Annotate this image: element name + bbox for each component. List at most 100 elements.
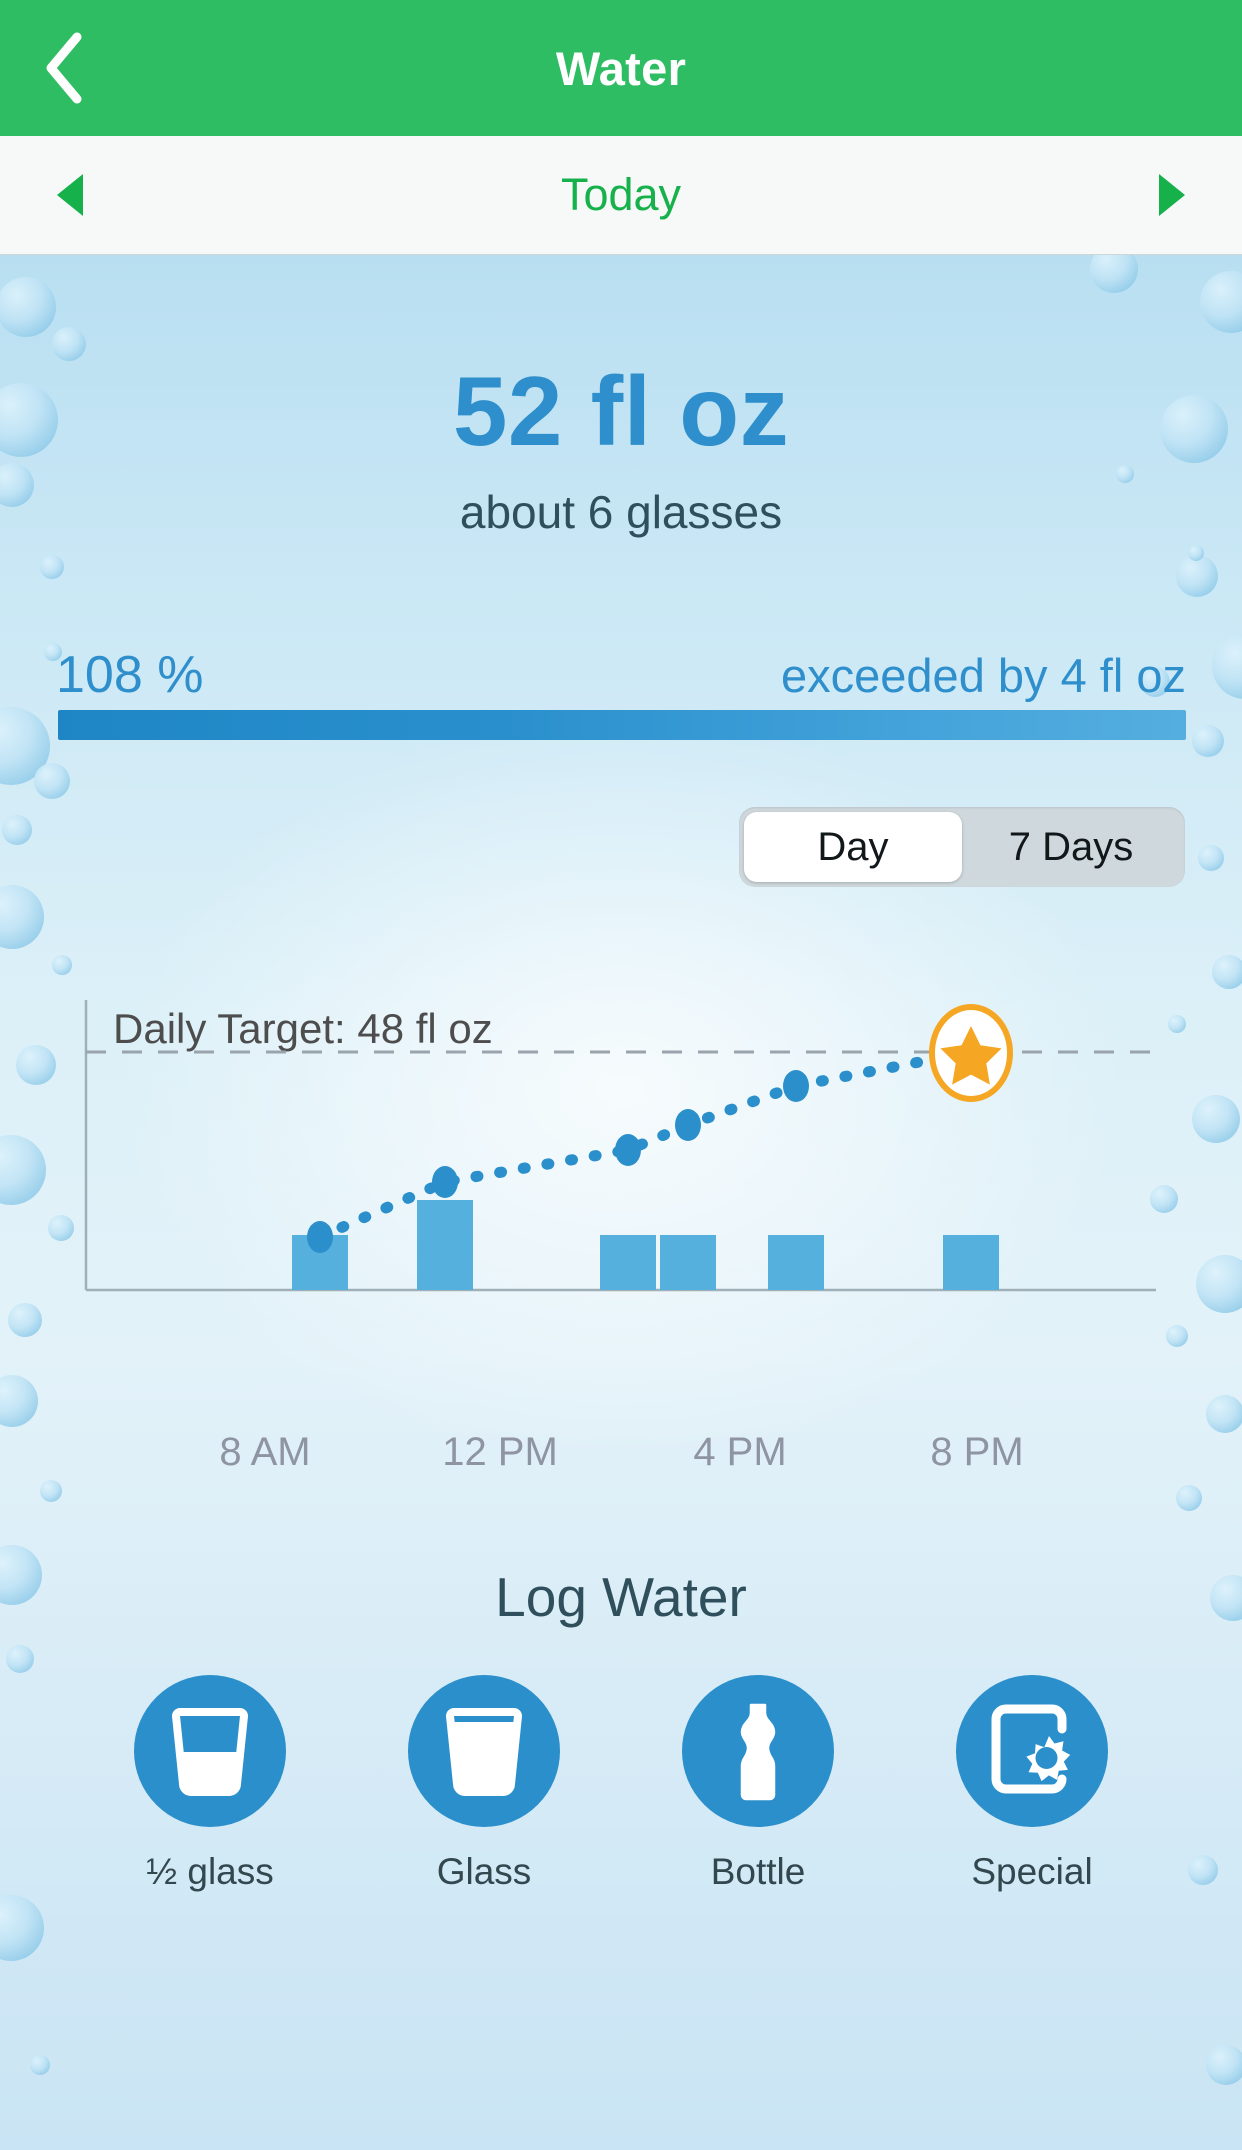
total-amount: 52 fl oz: [452, 356, 790, 466]
log-glass-circle[interactable]: [408, 1675, 560, 1827]
chart-svg: [84, 1000, 1156, 1292]
log-half-glass-button[interactable]: ½ glass: [130, 1675, 290, 1893]
data-point: [615, 1134, 641, 1166]
log-special-button[interactable]: Special: [952, 1675, 1112, 1893]
half-glass-icon: [171, 1708, 249, 1796]
tab-day[interactable]: Day: [744, 812, 962, 882]
data-point: [307, 1221, 333, 1253]
bubble-decoration: [1090, 255, 1138, 293]
bubble-decoration: [48, 1215, 74, 1241]
log-water-buttons: ½ glass: [130, 1675, 1112, 1893]
bubble-decoration: [6, 1645, 34, 1673]
bottle-icon: [737, 1700, 779, 1803]
glasses-equivalent: about 6 glasses: [459, 486, 783, 538]
current-date-label[interactable]: Today: [560, 169, 682, 220]
special-gear-icon: [991, 1704, 1071, 1794]
log-half-glass-circle[interactable]: [134, 1675, 286, 1827]
progress-bar-fill: [58, 710, 1186, 740]
bubble-decoration: [8, 1303, 42, 1337]
bubble-decoration: [52, 327, 86, 361]
bubble-decoration: [40, 555, 64, 579]
glass-icon: [445, 1708, 523, 1796]
bubble-decoration: [44, 643, 62, 661]
log-bottle-button[interactable]: Bottle: [678, 1675, 838, 1893]
date-navigation-bar: Today: [0, 136, 1242, 255]
data-point: [783, 1070, 809, 1102]
bubble-decoration: [1116, 465, 1134, 483]
x-tick-label: 8 AM: [219, 1430, 311, 1474]
bubble-decoration: [0, 1895, 44, 1961]
next-day-button[interactable]: [1132, 155, 1212, 235]
bubble-decoration: [1188, 1855, 1218, 1885]
bubble-decoration: [0, 1375, 38, 1427]
bubble-decoration: [1212, 633, 1242, 699]
bubble-decoration: [0, 277, 56, 337]
bar-entry: [660, 1235, 716, 1290]
bubble-decoration: [16, 1045, 56, 1085]
bubble-decoration: [1168, 1015, 1186, 1033]
bar-entry: [768, 1235, 824, 1290]
intake-chart: [0, 990, 1242, 1320]
app-header: Water: [0, 0, 1242, 136]
log-glass-label: Glass: [436, 1851, 532, 1892]
triangle-right-icon: [1159, 174, 1185, 216]
bubble-decoration: [1140, 667, 1170, 697]
bubble-decoration: [2, 815, 32, 845]
bubble-decoration: [0, 383, 58, 457]
page-title: Water: [555, 41, 687, 95]
tab-7-days[interactable]: 7 Days: [1008, 824, 1134, 869]
range-toggle[interactable]: Day 7 Days: [739, 807, 1185, 887]
bubble-decoration: [34, 763, 70, 799]
bubble-decoration: [1166, 1325, 1188, 1347]
x-tick-label: 8 PM: [930, 1430, 1024, 1474]
cumulative-line: [314, 1046, 977, 1243]
bubble-decoration: [40, 1480, 62, 1502]
x-tick-label: 4 PM: [693, 1430, 787, 1474]
progress-summary-row: 108 % exceeded by 4 fl oz: [56, 645, 1186, 705]
bubble-decoration: [1206, 1395, 1242, 1433]
bubble-decoration: [1176, 1485, 1202, 1511]
bubble-decoration: [1160, 395, 1228, 463]
water-background: 52 fl oz about 6 glasses 108 % exceeded …: [0, 255, 1242, 2150]
bubble-decoration: [0, 463, 34, 507]
star-badge-icon: [929, 1004, 1013, 1102]
bubble-decoration: [1192, 725, 1224, 757]
bubble-decoration: [1212, 955, 1242, 989]
log-water-heading: Log Water: [495, 1566, 747, 1628]
bar-entry: [417, 1200, 473, 1290]
triangle-left-icon: [57, 174, 83, 216]
bubble-decoration: [1192, 1095, 1240, 1143]
bubble-decoration: [30, 2055, 50, 2075]
bubble-decoration: [1188, 545, 1204, 561]
log-half-glass-label: ½ glass: [146, 1851, 274, 1892]
bubble-decoration: [1206, 2045, 1242, 2085]
chevron-left-icon: [46, 32, 82, 104]
previous-day-button[interactable]: [30, 155, 110, 235]
bubble-decoration: [1176, 555, 1218, 597]
percent-value: 108 %: [56, 646, 204, 704]
bubble-decoration: [1196, 1255, 1242, 1313]
log-special-label: Special: [971, 1851, 1093, 1892]
bubble-decoration: [1210, 1575, 1242, 1621]
data-point: [432, 1166, 458, 1198]
log-glass-button[interactable]: Glass: [404, 1675, 564, 1893]
bubble-decoration: [1200, 271, 1242, 333]
bar-entry: [943, 1235, 999, 1290]
status-message: exceeded by 4 fl oz: [781, 649, 1186, 702]
x-tick-label: 12 PM: [442, 1430, 558, 1474]
log-special-circle[interactable]: [956, 1675, 1108, 1827]
chart-x-tick-labels: 8 AM 12 PM 4 PM 8 PM: [0, 1430, 1242, 1490]
daily-target-label: Daily Target: 48 fl oz: [113, 1005, 493, 1052]
bubble-decoration: [52, 955, 72, 975]
log-bottle-circle[interactable]: [682, 1675, 834, 1827]
bubble-decoration: [0, 885, 44, 949]
bubble-decoration: [1150, 1185, 1178, 1213]
back-button[interactable]: [28, 28, 100, 108]
bubble-decoration: [1198, 845, 1224, 871]
log-bottle-label: Bottle: [710, 1851, 806, 1892]
progress-bar: [58, 710, 1186, 740]
bar-entry: [600, 1235, 656, 1290]
data-point: [675, 1109, 701, 1141]
chart-bars: [292, 1200, 999, 1290]
